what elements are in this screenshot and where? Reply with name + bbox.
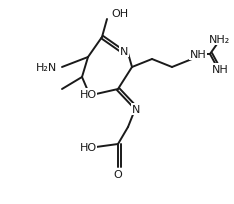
Text: NH₂: NH₂ <box>208 35 230 45</box>
Text: HO: HO <box>79 90 97 100</box>
Text: NH: NH <box>212 65 228 75</box>
Text: NH: NH <box>190 50 206 60</box>
Text: H₂N: H₂N <box>35 63 57 73</box>
Text: HO: HO <box>79 142 97 152</box>
Text: O: O <box>114 169 122 179</box>
Text: N: N <box>132 104 140 114</box>
Text: N: N <box>120 47 128 57</box>
Text: OH: OH <box>111 9 128 19</box>
